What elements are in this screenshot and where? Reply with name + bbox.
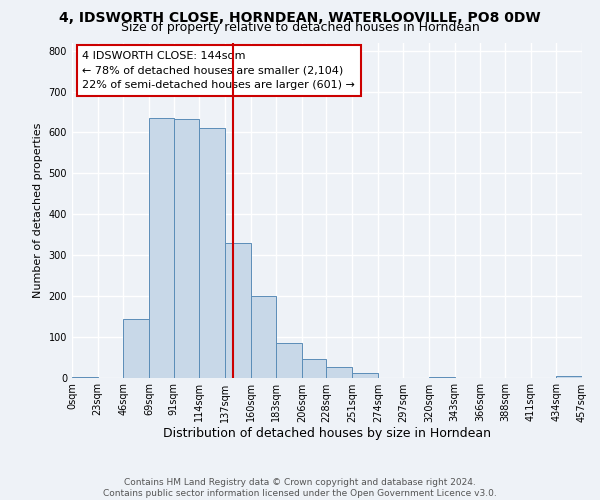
Bar xyxy=(173,120,199,378)
Bar xyxy=(429,376,455,378)
Bar xyxy=(72,376,98,378)
Bar xyxy=(302,358,326,378)
Text: Size of property relative to detached houses in Horndean: Size of property relative to detached ho… xyxy=(121,22,479,35)
X-axis label: Distribution of detached houses by size in Horndean: Distribution of detached houses by size … xyxy=(163,428,491,440)
Bar xyxy=(352,372,378,378)
Bar xyxy=(225,242,251,378)
Bar xyxy=(149,118,173,378)
Text: Contains HM Land Registry data © Crown copyright and database right 2024.
Contai: Contains HM Land Registry data © Crown c… xyxy=(103,478,497,498)
Bar xyxy=(124,319,149,378)
Bar xyxy=(251,296,276,378)
Bar xyxy=(276,343,302,378)
Bar xyxy=(199,128,225,378)
Text: 4, IDSWORTH CLOSE, HORNDEAN, WATERLOOVILLE, PO8 0DW: 4, IDSWORTH CLOSE, HORNDEAN, WATERLOOVIL… xyxy=(59,11,541,25)
Y-axis label: Number of detached properties: Number of detached properties xyxy=(33,122,43,298)
Bar xyxy=(556,376,582,378)
Bar xyxy=(326,367,352,378)
Text: 4 IDSWORTH CLOSE: 144sqm
← 78% of detached houses are smaller (2,104)
22% of sem: 4 IDSWORTH CLOSE: 144sqm ← 78% of detach… xyxy=(82,51,355,90)
